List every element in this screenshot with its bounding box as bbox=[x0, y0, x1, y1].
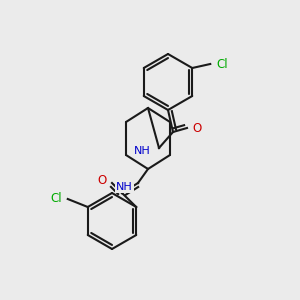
Text: NH: NH bbox=[116, 182, 133, 192]
Text: O: O bbox=[98, 175, 107, 188]
Text: O: O bbox=[192, 122, 201, 134]
Text: NH: NH bbox=[134, 146, 151, 156]
Text: Cl: Cl bbox=[50, 191, 62, 205]
Text: Cl: Cl bbox=[216, 58, 228, 70]
